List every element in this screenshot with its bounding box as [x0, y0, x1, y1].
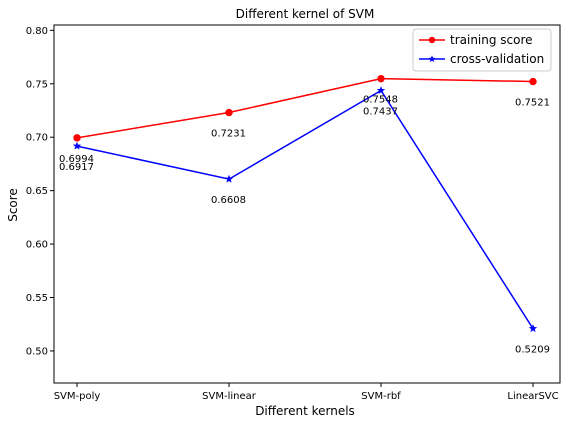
y-tick-label: 0.80 — [26, 26, 48, 37]
x-tick-label: SVM-poly — [54, 391, 101, 402]
data-point — [73, 134, 81, 142]
data-point — [529, 77, 537, 86]
data-label: 0.7231 — [211, 129, 246, 140]
data-point — [224, 174, 234, 183]
data-point — [72, 141, 82, 150]
data-label: 0.7548 — [363, 95, 398, 106]
plot-frame — [53, 24, 561, 384]
data-label: 0.7437 — [363, 107, 398, 118]
data-point — [377, 74, 385, 83]
data-label: 0.7521 — [515, 98, 550, 109]
data-label: 0.6608 — [211, 195, 246, 206]
legend-entry: training score — [450, 33, 533, 47]
y-tick-label: 0.55 — [26, 293, 48, 304]
data-point — [528, 324, 538, 333]
legend: training score cross-validation — [412, 28, 552, 72]
y-tick-label: 0.60 — [26, 240, 48, 251]
legend-entry: cross-validation — [450, 52, 544, 66]
series-line-2 — [76, 89, 534, 330]
legend-marker — [428, 55, 436, 63]
data-point — [225, 108, 233, 117]
x-tick-label: LinearSVC — [507, 391, 558, 402]
y-tick-label: 0.75 — [26, 79, 48, 90]
y-tick-label: 0.50 — [26, 346, 48, 357]
y-axis-label: Score — [6, 188, 20, 222]
data-label: 0.6917 — [59, 162, 94, 173]
plot-area: 0.50 0.55 0.60 0.65 0.70 0.75 0.80 SVM-poly SVM-… — [26, 24, 561, 402]
y-tick-label: 0.70 — [26, 133, 48, 144]
data-point — [376, 85, 386, 95]
y-tick-label: 0.65 — [26, 186, 48, 197]
legend-marker — [428, 36, 436, 44]
series-line-1 — [76, 77, 534, 139]
data-label: 0.5209 — [515, 345, 550, 356]
x-axis-label: Different kernels — [255, 404, 355, 418]
x-tick-label: SVM-linear — [202, 391, 257, 402]
x-tick-label: SVM-rbf — [361, 391, 401, 402]
legend-box — [412, 28, 552, 72]
chart-title: Different kernel of SVM — [236, 7, 375, 21]
data-label: 0.6994 — [59, 154, 94, 165]
